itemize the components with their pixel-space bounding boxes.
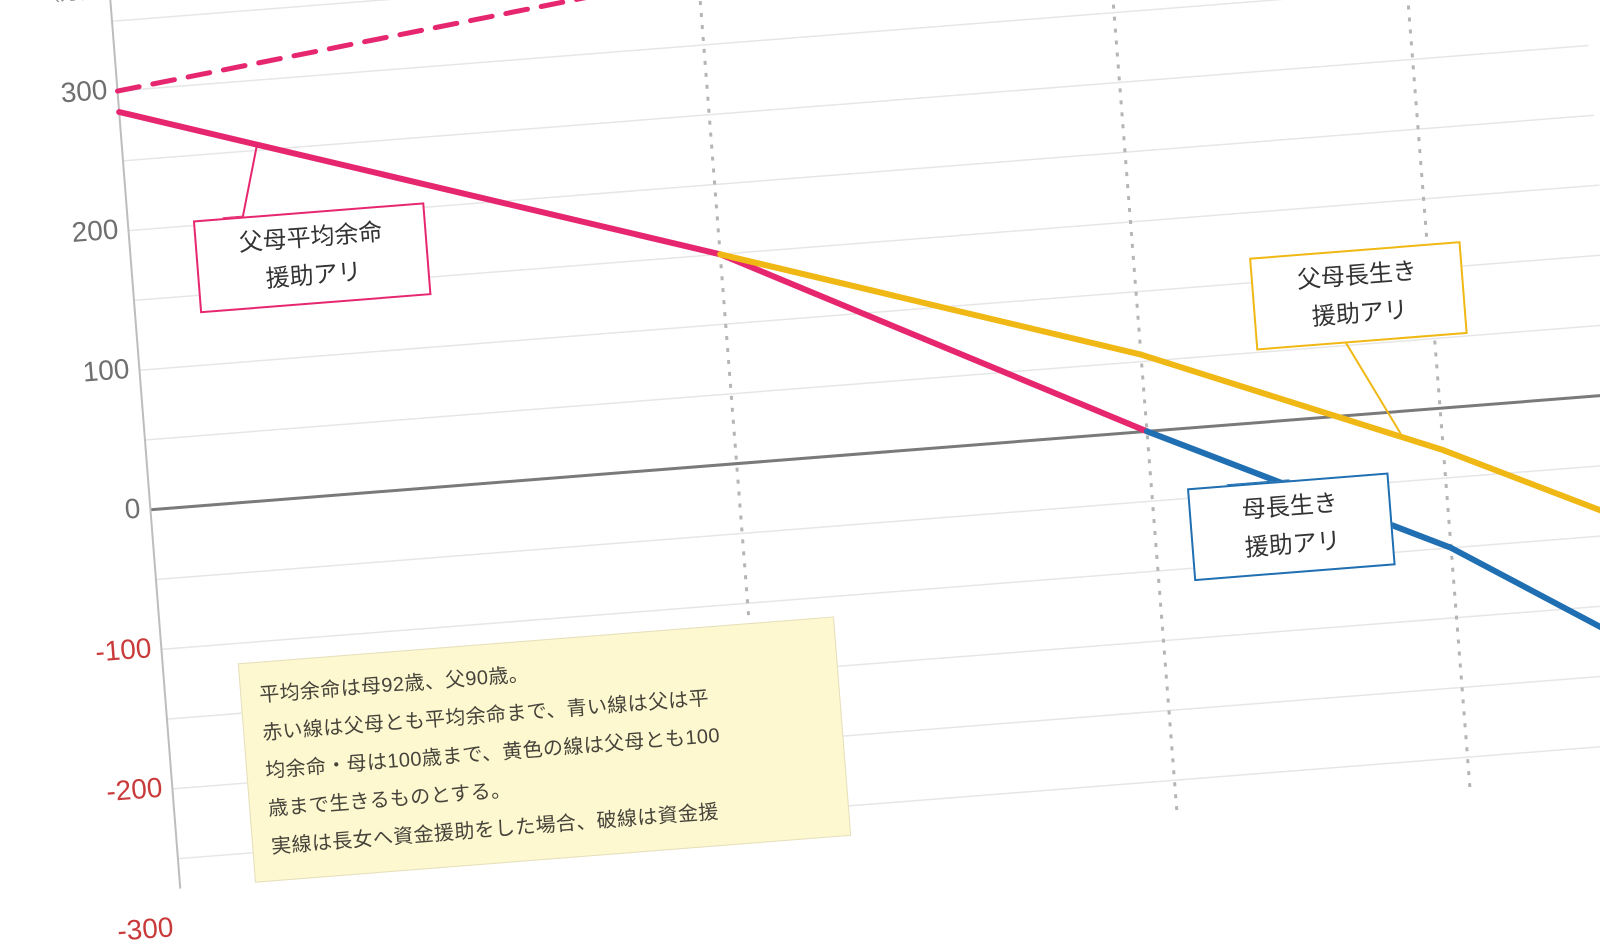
ytick-label: -100 <box>60 632 152 671</box>
label-orange: 父母長生き援助アリ <box>1249 241 1468 350</box>
chart-stage: 4003002001000-100-200-300（万円）父母平均余命援助アリ父… <box>0 0 1600 897</box>
ytick-label: 200 <box>27 213 119 252</box>
label-blue: 母長生き援助アリ <box>1187 473 1396 581</box>
ytick-label: -300 <box>82 911 174 950</box>
labels-layer: 4003002001000-100-200-300（万円）父母平均余命援助アリ父… <box>0 0 1600 897</box>
ytick-label: 0 <box>49 492 141 531</box>
explanatory-note: 平均余命は母92歳、父90歳。赤い線は父母とも平均余命まで、青い線は父は平均余命… <box>238 616 851 882</box>
label-pink: 父母平均余命援助アリ <box>193 202 432 313</box>
ytick-label: -200 <box>71 772 163 811</box>
ytick-label: 100 <box>38 353 130 392</box>
ytick-label: 300 <box>16 74 108 113</box>
y-axis-unit: （万円） <box>38 0 120 8</box>
